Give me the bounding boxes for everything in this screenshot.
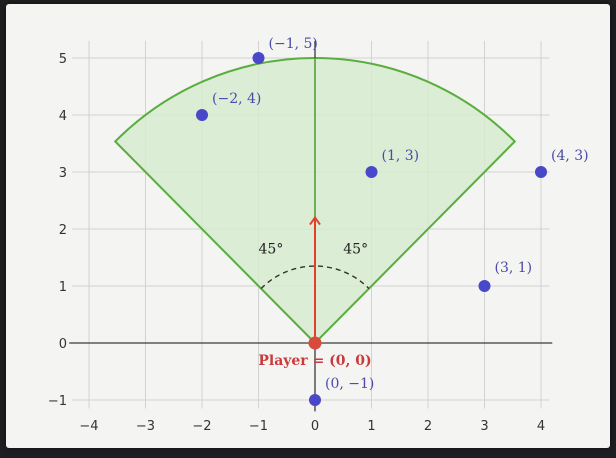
angle-label-left: 45° (259, 242, 284, 258)
angle-label-right: 45° (343, 242, 368, 258)
x-tick-label: −3 (136, 419, 155, 434)
x-tick-label: 2 (424, 419, 432, 434)
point-label: (4, 3) (551, 148, 589, 164)
x-tick-label: 4 (537, 419, 545, 434)
y-tick-label: 2 (59, 223, 67, 238)
points: (−1, 5) (−2, 4) (1, 3) (4, 3) (3, 1) (0, −1) (196, 36, 589, 406)
player-dot (308, 336, 322, 350)
x-tick-label: −1 (249, 419, 268, 434)
y-tick-label: −1 (48, 394, 67, 409)
tick-labels: −4 −3 −2 −1 0 1 2 3 4 −1 0 1 2 3 4 5 (48, 52, 545, 434)
x-tick-label: 0 (311, 419, 319, 434)
point-dot (252, 52, 265, 64)
x-tick-label: 1 (367, 419, 375, 434)
y-tick-label: 4 (59, 109, 67, 124)
facing-arrow (309, 215, 321, 343)
y-tick-label: 5 (59, 52, 67, 67)
player-name: Player (258, 353, 308, 369)
player-equals: = (313, 353, 330, 369)
player-coords: (0, 0) (329, 353, 371, 369)
point-dot (535, 166, 547, 178)
arrow-head (309, 215, 321, 226)
point-label: (−1, 5) (269, 36, 318, 52)
x-tick-label: −2 (192, 419, 211, 434)
x-tick-label: −4 (79, 419, 98, 434)
point-label: (3, 1) (495, 260, 533, 276)
point-label: (0, −1) (325, 376, 374, 392)
point-dot (309, 394, 321, 406)
y-tick-label: 1 (59, 280, 67, 295)
point-label: (−2, 4) (212, 91, 261, 107)
point-dot (196, 109, 208, 121)
player-label: Player = (0, 0) (258, 353, 371, 369)
y-tick-label: 0 (59, 337, 67, 352)
y-tick-label: 3 (59, 166, 67, 181)
point-dot (478, 280, 491, 292)
x-tick-label: 3 (480, 419, 488, 434)
point-dot (365, 166, 378, 178)
point-label: (1, 3) (382, 148, 420, 164)
